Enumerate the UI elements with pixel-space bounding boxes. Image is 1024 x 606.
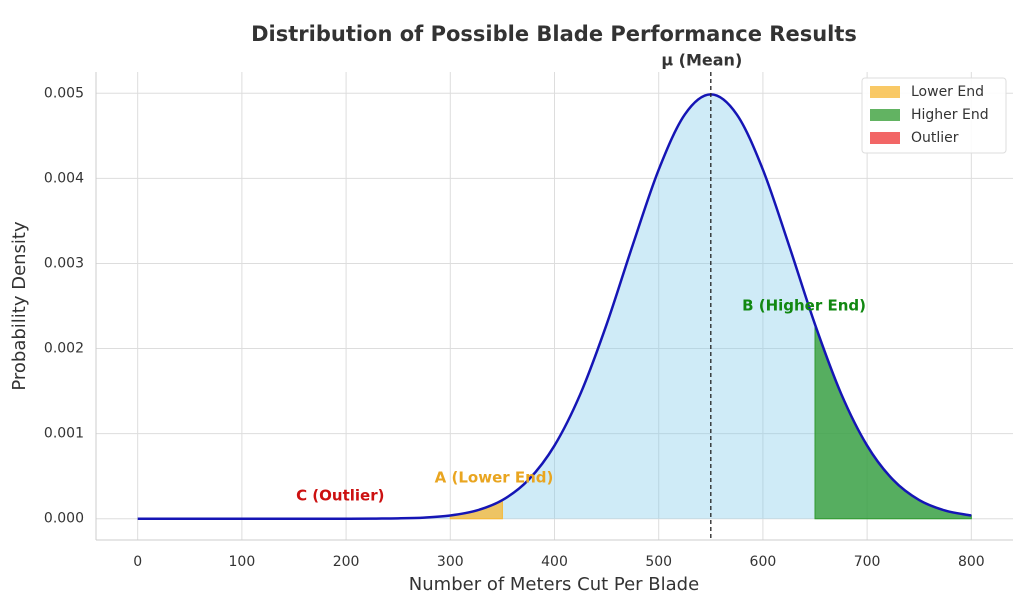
legend: Lower End Higher End Outlier	[861, 77, 1007, 154]
y-tick-label: 0.005	[44, 85, 84, 101]
y-tick-label: 0.004	[44, 170, 84, 186]
y-tick-label: 0.002	[44, 341, 84, 357]
x-tick-label: 0	[133, 554, 142, 570]
density-curve	[137, 93, 972, 520]
legend-label: Lower End	[911, 84, 984, 100]
annotation: C (Outlier)	[296, 486, 384, 504]
legend-label: Outlier	[911, 130, 959, 146]
x-tick-label: 600	[750, 554, 777, 570]
density-area	[137, 94, 972, 519]
legend-label: Higher End	[911, 107, 989, 123]
y-axis-label: Probability Density	[9, 221, 30, 391]
mean-label: μ (Mean)	[661, 51, 742, 70]
x-tick-label: 800	[958, 554, 985, 570]
x-tick-label: 300	[437, 554, 464, 570]
y-tick-label: 0.000	[44, 511, 84, 527]
legend-swatch	[870, 132, 900, 144]
y-tick-label: 0.003	[44, 255, 84, 271]
x-tick-label: 400	[541, 554, 568, 570]
annotation: A (Lower End)	[435, 468, 554, 486]
y-tick-label: 0.001	[44, 426, 84, 442]
annotation: B (Higher End)	[742, 297, 866, 315]
x-tick-label: 100	[229, 554, 256, 570]
x-tick-label: 700	[854, 554, 881, 570]
x-tick-label: 200	[333, 554, 360, 570]
legend-swatch	[870, 109, 900, 121]
chart-title: Distribution of Possible Blade Performan…	[251, 22, 857, 46]
legend-swatch	[870, 86, 900, 98]
x-tick-label: 500	[645, 554, 672, 570]
x-axis-label: Number of Meters Cut Per Blade	[409, 574, 699, 595]
region-area	[814, 324, 972, 520]
